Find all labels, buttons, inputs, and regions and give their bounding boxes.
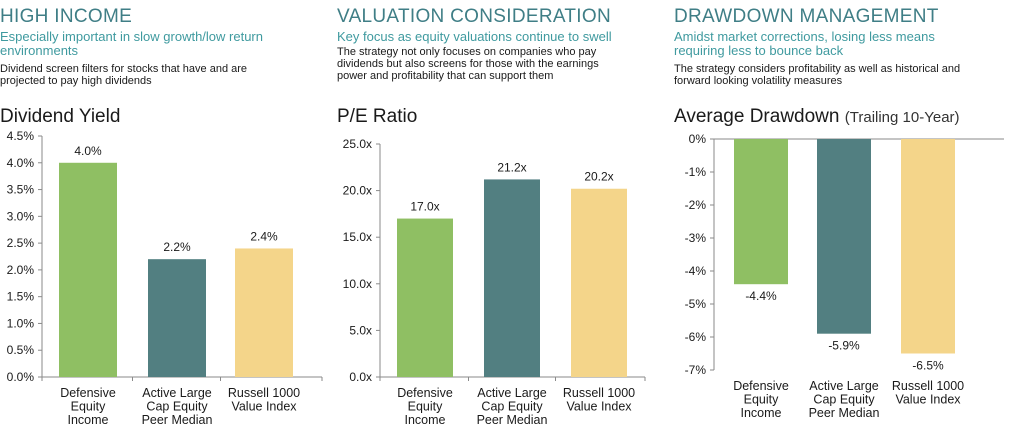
y-tick-label: 5.0x — [349, 323, 372, 337]
bar — [484, 179, 540, 377]
data-label: 2.2% — [163, 240, 191, 254]
y-tick-label: 0.0x — [349, 370, 372, 384]
y-tick-label: 0.5% — [7, 343, 35, 357]
data-label: -5.9% — [828, 339, 860, 353]
pe-ratio-chart: 0.0x 5.0x 10.0x 15.0x 20.0x 25.0x 17.0x Defensi… — [343, 137, 646, 427]
data-label: 20.2x — [584, 170, 613, 184]
y-tick-label: -5% — [685, 297, 707, 311]
chart-title: P/E Ratio — [337, 106, 417, 128]
panel-description: Dividend screen filters for stocks that … — [0, 63, 248, 87]
x-tick-label: Russell 1000 Value Index — [228, 386, 300, 414]
data-label: -4.4% — [745, 289, 777, 303]
data-label: 2.4% — [250, 229, 278, 243]
y-tick-label: -7% — [685, 363, 707, 377]
panel-heading: HIGH INCOME — [0, 6, 133, 27]
y-tick-label: -4% — [685, 264, 707, 278]
chart-title-suffix: (Trailing 10-Year) — [844, 109, 960, 126]
chart-title: Dividend Yield — [0, 106, 120, 128]
y-tick-label: 0% — [689, 132, 707, 146]
average-drawdown-chart: 0% -1% -2% -3% -4% -5% -6% -7% -4.4% Defensive Equ… — [685, 132, 1004, 420]
y-tick-label: 10.0x — [343, 277, 372, 291]
panel-heading: VALUATION CONSIDERATION — [337, 6, 611, 27]
data-label: -6.5% — [912, 359, 944, 373]
chart-title-text: P/E Ratio — [337, 106, 418, 127]
data-label: 4.0% — [74, 144, 102, 158]
panel-subheading: Key focus as equity valuations continue … — [337, 29, 612, 44]
y-tick-label: 20.0x — [343, 184, 372, 198]
y-tick-label: 3.0% — [7, 209, 35, 223]
y-tick-label: -6% — [685, 330, 707, 344]
chart-title-text: Average Drawdown — [674, 106, 840, 127]
bar — [817, 139, 871, 334]
bar — [734, 139, 788, 285]
y-tick-label: 2.0% — [7, 263, 35, 277]
x-tick-label: Russell 1000 Value Index — [892, 379, 964, 407]
bar — [397, 218, 453, 377]
x-tick-label: Defensive Equity Income — [733, 379, 789, 420]
y-tick-label: 3.5% — [7, 183, 35, 197]
chart-title: Average Drawdown (Trailing 10-Year) — [674, 106, 960, 128]
y-tick-label: -1% — [685, 165, 707, 179]
bar — [235, 248, 293, 377]
x-tick-label: Active Large Cap Equity Peer Median — [142, 386, 213, 427]
panel-heading: DRAWDOWN MANAGEMENT — [674, 6, 939, 27]
data-label: 21.2x — [497, 160, 526, 174]
dividend-yield-chart: 0.0% 0.5% 1.0% 1.5% 2.0% 2.5% 3.0% 3.5% 4.0% 4.5%… — [7, 129, 323, 427]
panel-drawdown: DRAWDOWN MANAGEMENT Amidst market correc… — [674, 0, 1011, 434]
y-tick-label: 1.0% — [7, 316, 35, 330]
bar — [148, 259, 206, 377]
x-tick-label: Defensive Equity Income — [397, 386, 453, 427]
y-tick-label: 25.0x — [343, 137, 372, 151]
x-tick-label: Defensive Equity Income — [60, 386, 116, 427]
panel-subheading: Amidst market corrections, losing less m… — [674, 29, 935, 58]
x-tick-label: Russell 1000 Value Index — [563, 386, 635, 414]
x-tick-label: Active Large Cap Equity Peer Median — [477, 386, 548, 427]
x-tick-label: Active Large Cap Equity Peer Median — [809, 379, 880, 420]
panel-description: The strategy not only focuses on compani… — [337, 46, 599, 82]
y-tick-label: 4.5% — [7, 129, 35, 143]
panel-valuation: VALUATION CONSIDERATION Key focus as equ… — [337, 0, 667, 434]
panel-description: The strategy considers profitability as … — [674, 63, 961, 87]
data-label: 17.0x — [410, 200, 439, 214]
panel-subheading: Especially important in slow growth/low … — [0, 29, 263, 58]
y-tick-label: -2% — [685, 198, 707, 212]
bar — [901, 139, 955, 354]
y-tick-label: 1.5% — [7, 290, 35, 304]
y-tick-label: 15.0x — [343, 230, 372, 244]
y-tick-label: 0.0% — [7, 370, 35, 384]
bar — [571, 188, 627, 377]
panel-high-income: HIGH INCOME Especially important in slow… — [0, 0, 323, 434]
chart-title-text: Dividend Yield — [0, 106, 121, 127]
y-tick-label: 4.0% — [7, 156, 35, 170]
y-tick-label: -3% — [685, 231, 707, 245]
bar — [59, 162, 117, 377]
y-tick-label: 2.5% — [7, 236, 35, 250]
